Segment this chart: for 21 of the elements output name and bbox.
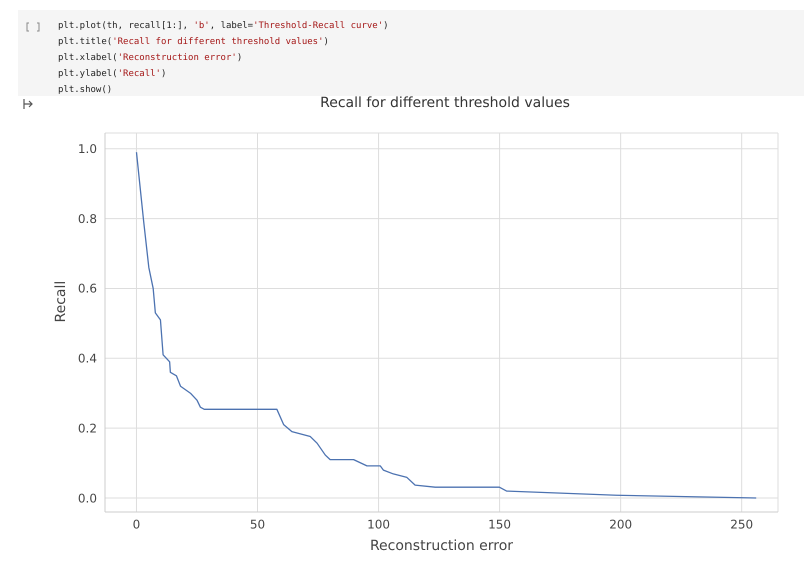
y-axis-title: Recall [52, 280, 69, 322]
y-tick-label: 0.2 [78, 421, 97, 436]
text: plt.show() [58, 85, 112, 95]
y-tick-label: 1.0 [78, 142, 97, 156]
x-tick-label: 150 [488, 518, 512, 532]
y-tick-label: 0.6 [78, 282, 97, 296]
text: plt.ylabel('Recall') [58, 69, 166, 79]
x-axis-title: Reconstruction error [370, 538, 514, 554]
x-tick-label: 100 [367, 518, 390, 532]
line-series [136, 152, 757, 499]
text: plt.xlabel('Reconstruction error') [58, 53, 242, 63]
x-tick-label: 0 [132, 518, 140, 532]
text: plt.plot(th, recall[1:], 'b', label='Threshold-Recall curve') [58, 21, 389, 31]
y-tick-label: 0.8 [78, 212, 97, 226]
y-tick-label: 0.0 [78, 491, 97, 506]
chart-title: Recall for different threshold values [319, 95, 571, 111]
x-tick-label: 250 [730, 518, 754, 532]
x-tick-label: 50 [250, 518, 266, 532]
text: plt.title('Recall for different threshold values') [58, 37, 329, 47]
x-tick-label: 200 [609, 518, 632, 532]
y-tick-label: 0.4 [78, 352, 97, 366]
